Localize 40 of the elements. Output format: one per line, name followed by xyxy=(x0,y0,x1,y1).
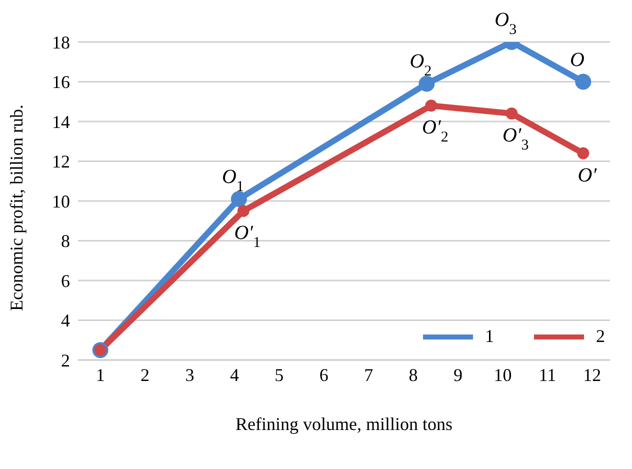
annotation: O$_{1}$ xyxy=(222,166,244,196)
y-axis-title: Economic profit, billion rub. xyxy=(6,104,26,311)
x-tick-label: 11 xyxy=(538,364,556,385)
x-tick-label: 7 xyxy=(364,364,374,385)
x-tick-label: 10 xyxy=(494,364,512,385)
y-tick-label: 6 xyxy=(61,270,70,291)
y-tick-label: 2 xyxy=(61,350,70,370)
legend-label: 2 xyxy=(596,326,605,347)
y-tick-label: 14 xyxy=(52,112,70,132)
point xyxy=(418,76,435,92)
point xyxy=(425,100,438,112)
x-tick-label: 4 xyxy=(230,364,239,385)
annotation: O′$_{1}$ xyxy=(234,222,261,251)
annotation: O′$_{2}$ xyxy=(422,116,448,146)
x-tick-label: 5 xyxy=(274,364,284,385)
y-tick-label: 4 xyxy=(61,310,70,331)
x-tick-label: 9 xyxy=(454,364,462,385)
point xyxy=(577,147,590,160)
point xyxy=(575,74,592,90)
annotation: O′$_{3}$ xyxy=(502,124,529,154)
x-tick-label: 3 xyxy=(185,364,194,385)
x-tick-label: 12 xyxy=(583,364,602,385)
y-tick-label: 12 xyxy=(52,152,70,172)
point xyxy=(237,204,250,217)
annotation: O′ xyxy=(578,164,598,186)
y-tick-label: 18 xyxy=(52,32,70,52)
annotation: O$_{2}$ xyxy=(410,50,432,80)
y-tick-label: 16 xyxy=(52,72,70,92)
y-tick-label: 10 xyxy=(52,191,70,212)
annotation: O xyxy=(570,48,584,71)
x-tick-label: 8 xyxy=(408,364,418,385)
y-tick-label: 8 xyxy=(61,231,70,252)
x-tick-label: 6 xyxy=(319,364,328,385)
point xyxy=(230,191,247,208)
point xyxy=(506,108,518,120)
annotation: O$_{3}$ xyxy=(494,9,517,38)
legend-label: 1 xyxy=(485,326,494,347)
x-tick-label: 1 xyxy=(96,364,105,385)
x-tick-label: 2 xyxy=(140,364,150,385)
x-axis-title: Refining volume, million tons xyxy=(236,414,452,434)
